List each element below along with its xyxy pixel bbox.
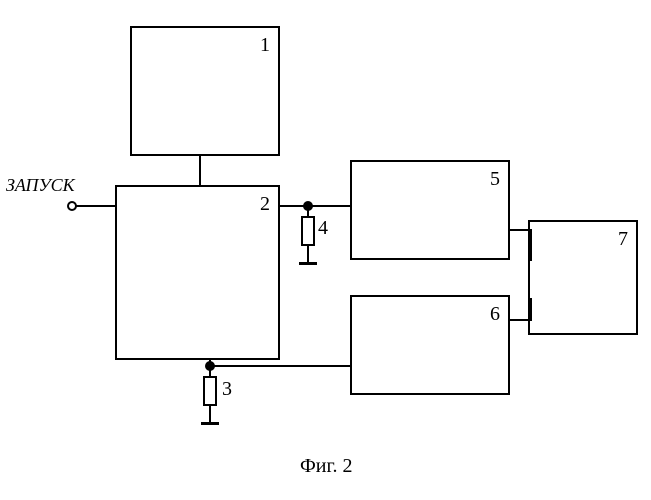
wire-b1-b2 — [199, 156, 201, 185]
block-5-label: 5 — [490, 168, 500, 191]
block-1-label: 1 — [260, 34, 270, 57]
figure-caption: Фиг. 2 — [300, 455, 352, 478]
ground-4-bar — [299, 262, 317, 265]
wire-r3-gnd — [209, 406, 211, 416]
wire-b2-b6 — [210, 365, 350, 367]
input-label: ЗАПУСК — [6, 175, 75, 196]
wire-b5-b7-h — [510, 229, 532, 231]
block-7: 7 — [528, 220, 638, 335]
block-7-label: 7 — [618, 228, 628, 251]
wire-b2-b5 — [280, 205, 350, 207]
wire-b6-b7-h — [510, 319, 532, 321]
resistor-3-label: 3 — [222, 378, 232, 401]
wire-b6-b7-v — [530, 298, 532, 321]
input-terminal — [67, 201, 77, 211]
block-2-label: 2 — [260, 193, 270, 216]
diagram-canvas: { "caption": "Фиг. 2", "input_label": "З… — [0, 0, 651, 500]
wire-b5-b7-v — [530, 229, 532, 261]
resistor-4-label: 4 — [318, 217, 328, 240]
node-r3 — [205, 361, 215, 371]
resistor-3 — [203, 376, 217, 406]
block-2: 2 — [115, 185, 280, 360]
block-6-label: 6 — [490, 303, 500, 326]
wire-input-b2 — [75, 205, 115, 207]
block-6: 6 — [350, 295, 510, 395]
wire-r4-gnd — [307, 246, 309, 256]
block-5: 5 — [350, 160, 510, 260]
block-1: 1 — [130, 26, 280, 156]
resistor-4 — [301, 216, 315, 246]
ground-3-bar — [201, 422, 219, 425]
node-r4 — [303, 201, 313, 211]
